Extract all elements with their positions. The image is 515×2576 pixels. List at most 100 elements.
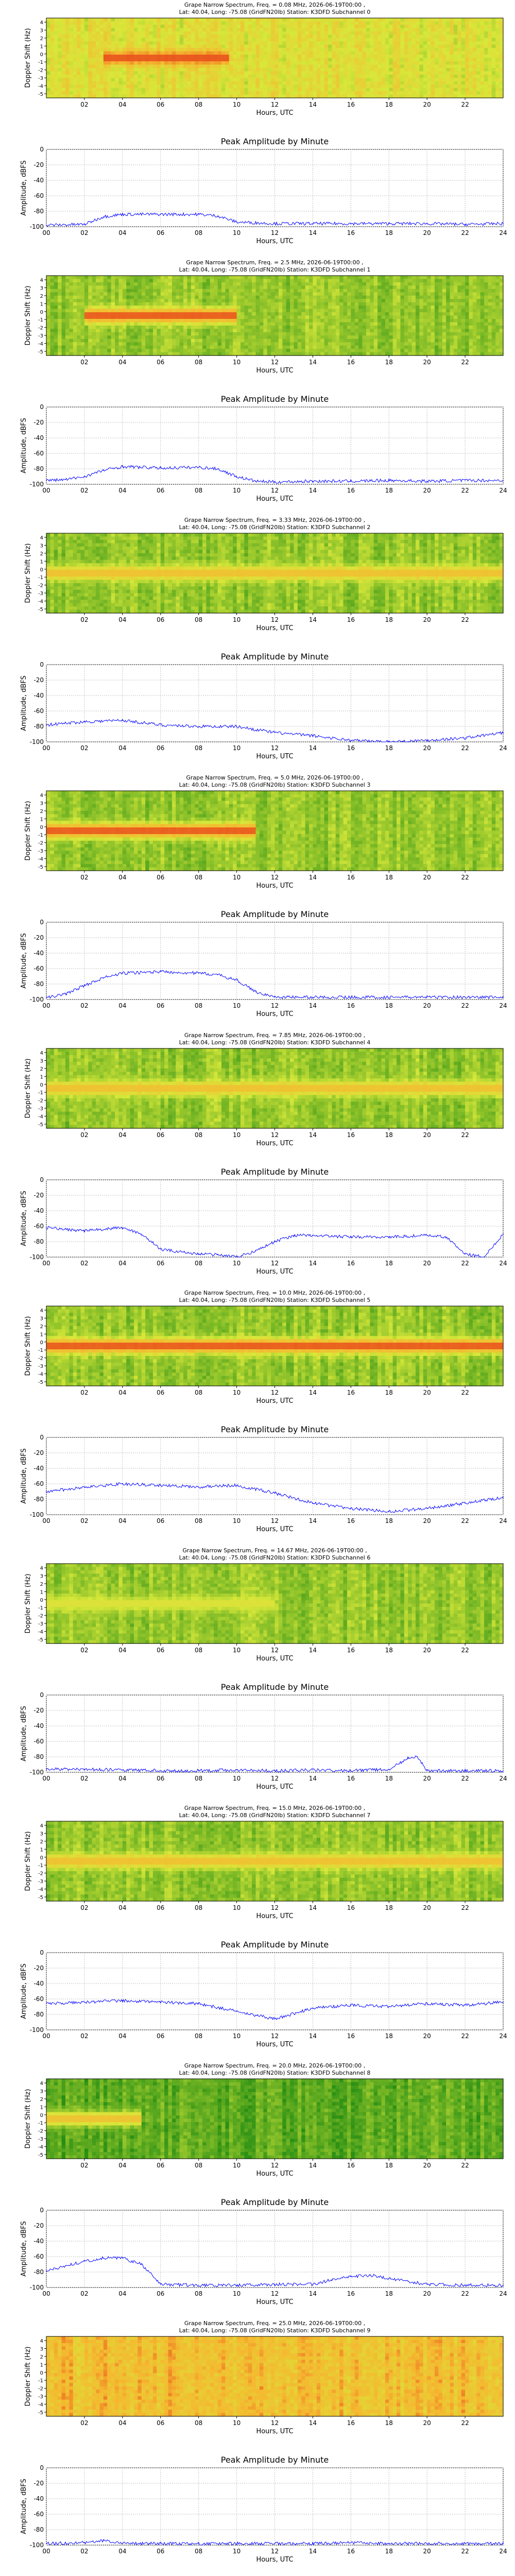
ytick-label: 0 (40, 919, 44, 926)
xtick-label: 18 (385, 616, 393, 623)
xtick-label: 02 (80, 616, 88, 623)
xtick-label: 18 (385, 1647, 393, 1654)
xtick-label: 04 (118, 2290, 126, 2297)
spectrogram-title: Grape Narrow Spectrum, Freq. = 14.67 MHz… (182, 1547, 367, 1554)
xtick-label: 18 (385, 1517, 393, 1524)
amplitude-data-point (274, 2284, 276, 2285)
xtick-label: 16 (347, 744, 355, 752)
amplitude-data-point (445, 1236, 447, 1238)
ytick-label: 0 (40, 1176, 44, 1183)
ytick-label: -2 (38, 1356, 43, 1362)
xtick-label: 06 (157, 2548, 164, 2555)
amplitude-data-point (236, 1485, 237, 1486)
ytick-label: -3 (38, 2394, 43, 2400)
amplitude-data-point (103, 977, 104, 978)
xtick-label: 18 (385, 101, 393, 108)
ytick-label: -4 (38, 1887, 43, 1893)
xtick-label: 06 (157, 229, 164, 236)
amplitude-data-point (503, 1233, 504, 1234)
xtick-label: 08 (195, 487, 202, 494)
xtick-label: 20 (423, 1002, 431, 1009)
amplitude-data-point (389, 223, 390, 224)
xtick-label: 02 (80, 1260, 88, 1267)
spectrogram-subtitle: Lat: 40.04, Long: -75.08 (GridFN20lb) St… (179, 1554, 371, 1561)
xtick-label: 16 (347, 2419, 355, 2427)
x-axis-label: Hours, UTC (256, 238, 293, 245)
amplitude-data-point (503, 2002, 504, 2003)
amplitude-data-point (313, 2543, 314, 2544)
amplitude-data-point (426, 740, 427, 741)
y-axis-label: Amplitude, dBFS (20, 2479, 28, 2534)
ytick-label: -3 (38, 1106, 43, 1112)
amplitude-plot-0: Peak Amplitude by Minute0-20-40-60-80-10… (20, 137, 507, 245)
amplitude-data-point (389, 1769, 390, 1770)
xtick-label: 16 (347, 1260, 355, 1267)
ytick-label: -40 (33, 692, 44, 699)
subchannel-label: Subchannel 0 (332, 9, 370, 15)
xtick-label: 04 (118, 744, 126, 752)
amplitude-title: Peak Amplitude by Minute (221, 2455, 329, 2465)
xtick-label: 16 (347, 487, 355, 494)
x-axis-label: Hours, UTC (256, 2041, 293, 2048)
amplitude-data-point (198, 467, 199, 468)
amplitude-data-point (294, 1235, 295, 1236)
xtick-label: 02 (80, 229, 88, 236)
xtick-label: 08 (195, 1389, 202, 1396)
amplitude-data-point (313, 2284, 314, 2285)
ytick-label: -60 (33, 965, 44, 972)
ytick-label: -3 (38, 2137, 43, 2142)
ytick-label: -100 (30, 1253, 44, 1261)
xtick-label: 08 (195, 616, 202, 623)
amplitude-data-point (122, 2258, 123, 2259)
ytick-label: -80 (33, 1753, 44, 1760)
ytick-label: -80 (33, 208, 44, 215)
y-axis-label: Doppler Shift (Hz) (24, 1574, 32, 1634)
xtick-label: 22 (461, 1904, 469, 1911)
ytick-label: 1 (40, 1074, 43, 1080)
amplitude-data-point (465, 1503, 466, 1504)
amplitude-data-point (255, 1250, 256, 1251)
amplitude-data-point (426, 997, 427, 998)
xtick-label: 22 (461, 1775, 469, 1782)
xtick-label: 10 (233, 229, 241, 236)
xtick-label: 20 (423, 1389, 431, 1396)
xtick-label: 14 (309, 1647, 317, 1654)
ytick-label: -40 (33, 2238, 44, 2245)
amplitude-data-point (84, 1487, 85, 1488)
ytick-label: -5 (38, 349, 43, 355)
station-line: Lat: 40.04, Long: -75.08 (GridFN20lb) St… (179, 9, 330, 15)
spectrogram-title: Grape Narrow Spectrum, Freq. = 3.33 MHz,… (184, 517, 365, 523)
x-axis-label: Hours, UTC (256, 2170, 293, 2178)
ytick-label: 1 (40, 817, 43, 822)
xtick-label: 18 (385, 359, 393, 366)
xtick-label: 14 (309, 1775, 317, 1782)
xtick-label: 06 (157, 1904, 164, 1911)
amplitude-data-point (65, 2265, 66, 2266)
amplitude-plot-6: Peak Amplitude by Minute0-20-40-60-80-10… (20, 1682, 507, 1791)
y-axis-label: Doppler Shift (Hz) (24, 28, 32, 88)
amplitude-data-point (46, 480, 47, 481)
amplitude-data-point (198, 973, 199, 974)
xtick-label: 24 (499, 1002, 507, 1009)
amplitude-data-point (465, 2285, 466, 2286)
xtick-label: 16 (347, 2032, 355, 2040)
amplitude-data-point (65, 994, 66, 995)
ytick-label: -80 (33, 1238, 44, 1245)
amplitude-data-point (122, 2543, 123, 2544)
xtick-label: 06 (157, 1775, 164, 1782)
xtick-label: 12 (271, 1389, 279, 1396)
xtick-label: 14 (309, 229, 317, 236)
amplitude-data-point (46, 2003, 47, 2004)
amplitude-data-point (160, 468, 161, 469)
amplitude-data-point (122, 1483, 123, 1484)
xtick-label: 20 (423, 1517, 431, 1524)
ytick-label: -60 (33, 450, 44, 457)
amplitude-data-point (236, 1257, 237, 1258)
ytick-label: 0 (40, 1082, 43, 1088)
ytick-label: 3 (40, 1058, 43, 1064)
amplitude-data-point (484, 1257, 485, 1258)
amplitude-data-point (426, 1508, 427, 1509)
amplitude-data-point (103, 216, 104, 217)
amplitude-data-point (351, 223, 352, 224)
amplitude-data-point (160, 724, 161, 725)
